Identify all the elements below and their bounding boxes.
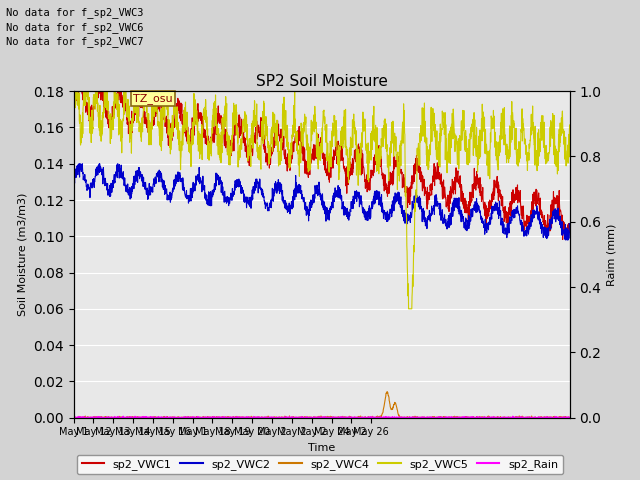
X-axis label: Time: Time	[308, 443, 335, 453]
Y-axis label: Raim (mm): Raim (mm)	[607, 223, 617, 286]
Title: SP2 Soil Moisture: SP2 Soil Moisture	[255, 73, 388, 89]
Y-axis label: Soil Moisture (m3/m3): Soil Moisture (m3/m3)	[17, 192, 28, 316]
Text: No data for f_sp2_VWC3: No data for f_sp2_VWC3	[6, 7, 144, 18]
Text: TZ_osu: TZ_osu	[133, 93, 173, 104]
Text: No data for f_sp2_VWC6: No data for f_sp2_VWC6	[6, 22, 144, 33]
Text: No data for f_sp2_VWC7: No data for f_sp2_VWC7	[6, 36, 144, 47]
Legend: sp2_VWC1, sp2_VWC2, sp2_VWC4, sp2_VWC5, sp2_Rain: sp2_VWC1, sp2_VWC2, sp2_VWC4, sp2_VWC5, …	[77, 455, 563, 474]
